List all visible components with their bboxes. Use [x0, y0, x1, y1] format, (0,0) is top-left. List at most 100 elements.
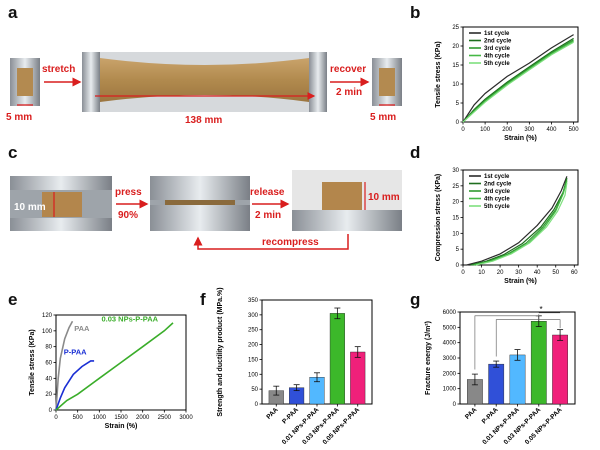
y-tick-label: 100	[42, 329, 53, 335]
panel-label-e: e	[8, 290, 17, 309]
legend-label: 4th cycle	[484, 54, 510, 60]
series-line-4	[462, 40, 574, 123]
height-right-label: 10 mm	[368, 192, 400, 203]
bar	[329, 313, 345, 405]
legend-label: 2nd cycle	[484, 39, 512, 45]
y-tick-label: 1000	[443, 387, 457, 393]
x-tick-label: P-PAA	[281, 406, 300, 425]
y-tick-label: 150	[248, 357, 259, 363]
x-tick-label: 0	[461, 270, 465, 276]
series-line-1	[462, 34, 574, 123]
y-tick-label: 25	[452, 184, 459, 190]
y-tick-label: 0	[255, 402, 259, 408]
x-tick-label: PAA	[464, 406, 479, 421]
x-tick-label: 10	[478, 270, 485, 276]
y-tick-label: 300	[248, 313, 259, 319]
x-tick-label: 0.05 NPs-P-PAA	[524, 406, 564, 446]
x-tick-label: PAA	[265, 406, 280, 421]
bar	[509, 354, 526, 405]
y-tick-label: 250	[248, 328, 259, 334]
series-line-3	[55, 322, 174, 411]
panel-label-d: d	[410, 143, 420, 162]
y-tick-label: 15	[452, 216, 459, 222]
x-tick-label: 0	[54, 415, 58, 421]
significance-star: *	[539, 305, 542, 314]
length-right-label: 5 mm	[370, 112, 396, 123]
panel-a-photos: 5 mm stretch 138 mm recover 2 min 5 mm	[6, 52, 402, 126]
panel-label-g: g	[410, 290, 420, 309]
chart-g: 0 1000 2000 3000 4000 5000 6000 Fracture energy…	[425, 305, 576, 446]
sample-c-compressed	[165, 200, 235, 205]
bar	[552, 334, 568, 405]
y-tick-label: 100	[248, 372, 259, 378]
significance-bracket	[474, 314, 540, 370]
x-tick-label: 40	[534, 270, 541, 276]
x-tick-label: 3000	[179, 415, 193, 421]
x-tick-label: 0.03 NPs-P-PAA	[301, 406, 341, 446]
recompress-label: recompress	[262, 237, 319, 248]
y-tick-label: 2000	[443, 371, 457, 377]
release-time-label: 2 min	[255, 210, 281, 221]
series-line-5	[475, 182, 568, 266]
y-tick-label: 0	[456, 120, 460, 126]
chart-f: 0 50 100 150 200 250 300 350 Strength and ductil…	[217, 287, 373, 446]
y-tick-label: 10	[452, 231, 459, 237]
x-axis-label: Strain (%)	[504, 135, 537, 142]
chart-d: 0 10 20 30 40 50 60 0 5 10 15 20 25 30 Strain (%) Compr…	[435, 168, 579, 285]
x-axis-label: Strain (%)	[504, 278, 537, 285]
chart-b: 0 100 200 300 400 500 0 5 10 15 20 25 Strain (%) Tens…	[435, 25, 579, 142]
y-tick-label: 30	[452, 168, 459, 174]
x-tick-label: 1500	[114, 415, 128, 421]
y-tick-label: 3000	[443, 356, 457, 362]
y-tick-label: 40	[45, 376, 52, 382]
x-tick-label: 0.03 NPs-P-PAA	[503, 406, 543, 446]
y-tick-label: 5000	[443, 325, 457, 331]
x-tick-label: 1000	[93, 415, 107, 421]
series-label: 0.03 NPs-P-PAA	[102, 314, 159, 323]
x-tick-label: 300	[524, 127, 535, 133]
y-tick-label: 20	[45, 392, 52, 398]
sample-c-right	[322, 182, 362, 210]
series-line-2	[55, 360, 95, 411]
x-tick-label: 200	[502, 127, 513, 133]
recover-time-label: 2 min	[336, 87, 362, 98]
series-line-1	[466, 176, 568, 266]
press-label: press	[115, 187, 142, 198]
y-tick-label: 15	[452, 63, 459, 69]
x-tick-label: 20	[497, 270, 504, 276]
bar	[350, 351, 366, 405]
panel-label-c: c	[8, 143, 17, 162]
stretch-label: stretch	[42, 64, 75, 75]
press-pct-label: 90%	[118, 210, 138, 221]
series-label: P-PAA	[64, 348, 87, 357]
x-tick-label: 500	[73, 415, 84, 421]
x-tick-label: 50	[552, 270, 559, 276]
y-tick-label: 0	[49, 408, 53, 414]
legend-label: 1st cycle	[484, 174, 510, 180]
series-line-3	[472, 179, 568, 266]
panel-label-f: f	[200, 290, 206, 309]
y-axis-label: Strength and ductility product (MPa.%)	[217, 287, 224, 416]
panel-label-b: b	[410, 3, 420, 22]
sample-a-stretched	[100, 58, 309, 102]
series-line-2	[462, 37, 574, 123]
x-tick-label: 0	[461, 127, 465, 133]
y-tick-label: 20	[452, 44, 459, 50]
panel-label-a: a	[8, 3, 18, 22]
x-tick-label: 0.05 NPs-P-PAA	[322, 406, 362, 446]
y-tick-label: 20	[452, 200, 459, 206]
y-tick-label: 6000	[443, 310, 457, 316]
sample-a-left	[17, 68, 33, 96]
x-tick-label: 2000	[136, 415, 150, 421]
x-tick-label: 0.01 NPs-P-PAA	[281, 406, 321, 446]
y-axis-label: Compression stress (KPa)	[435, 174, 442, 262]
y-axis-label: Fracture energy (J/m²)	[425, 321, 432, 395]
recover-label: recover	[330, 64, 366, 75]
series-line-5	[462, 41, 574, 123]
y-axis-label: Tensile stress (KPa)	[29, 329, 36, 395]
x-tick-label: 500	[569, 127, 580, 133]
plot-frame	[462, 26, 579, 123]
series-line-4	[473, 180, 568, 266]
y-tick-label: 0	[453, 402, 457, 408]
length-left-label: 5 mm	[6, 112, 32, 123]
